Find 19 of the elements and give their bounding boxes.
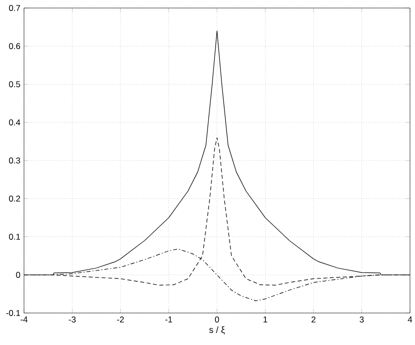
x-tick-label: 4 [408, 316, 412, 322]
x-tick-label: -4 [20, 316, 28, 322]
x-tick-label: 1 [264, 316, 268, 322]
y-tick-label: 0.6 [9, 43, 20, 50]
y-tick-label: 0.4 [9, 119, 20, 126]
y-tick-label: 0 [16, 272, 20, 278]
y-tick-label: 0.5 [9, 81, 20, 88]
y-tick-label: 0.3 [9, 158, 20, 164]
y-tick-label: 0.1 [9, 234, 20, 240]
x-tick-label: 2 [312, 316, 316, 322]
x-tick-label: -2 [117, 316, 124, 322]
y-tick-label: 0.2 [9, 196, 20, 202]
y-tick-label: 0.7 [9, 5, 20, 11]
x-tick-label: 3 [360, 316, 364, 323]
x-tick-label: 0 [214, 316, 220, 323]
x-axis-title: s / ξ [209, 326, 225, 334]
x-tick-label: -3 [68, 316, 76, 323]
y-tick-label: -0.1 [6, 310, 20, 316]
x-tick-label: -1 [165, 316, 172, 322]
